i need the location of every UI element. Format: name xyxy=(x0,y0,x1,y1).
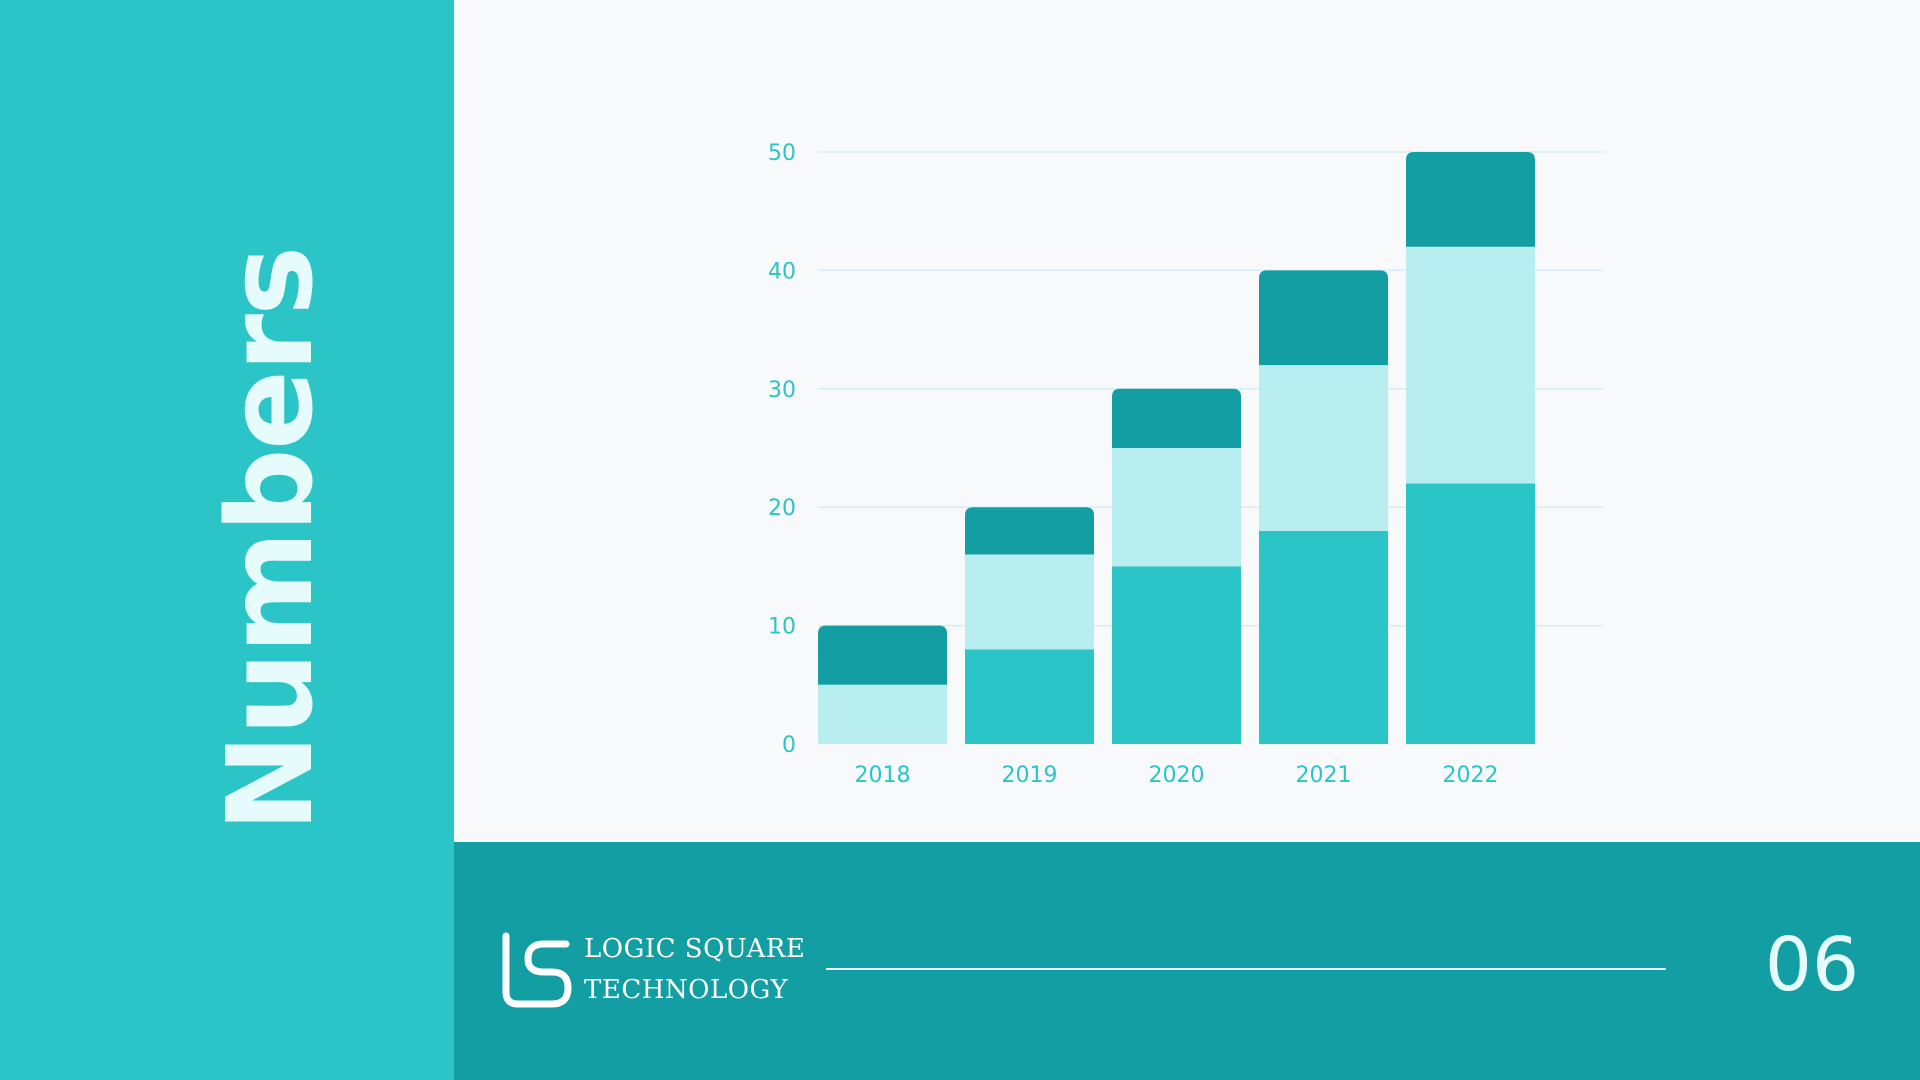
stacked-bar-chart: 0 10 20 30 40 50 2018 2019 2020 2021 2022 xyxy=(768,141,1604,788)
brand-name-line2: TECHNOLOGY xyxy=(584,975,789,1005)
x-tick-label: 2018 xyxy=(855,763,911,788)
chart-area: 0 10 20 30 40 50 2018 2019 2020 2021 2022 xyxy=(454,0,1920,842)
bar-2018-series-2 xyxy=(818,684,947,744)
bar-2020-series-1 xyxy=(1112,566,1241,744)
y-axis-ticks: 0 10 20 30 40 50 xyxy=(768,141,796,758)
bar-2021-series-3 xyxy=(1259,270,1388,366)
bar-2022-series-3 xyxy=(1406,152,1535,247)
page-number: 06 xyxy=(1764,922,1860,1008)
logo-icon xyxy=(502,932,572,1008)
y-tick-label: 10 xyxy=(768,615,796,640)
bar-2021-series-2 xyxy=(1259,365,1388,531)
bar-2021-series-1 xyxy=(1259,530,1388,744)
slide-title: Numbers xyxy=(201,247,339,833)
y-tick-label: 40 xyxy=(768,259,796,284)
footer-divider xyxy=(826,968,1666,970)
y-tick-label: 50 xyxy=(768,141,796,166)
brand-name-line1: LOGIC SQUARE xyxy=(584,934,806,964)
bar-2019-series-1 xyxy=(965,649,1094,744)
y-tick-label: 0 xyxy=(782,733,796,758)
bar-2020-series-2 xyxy=(1112,448,1241,567)
y-tick-label: 20 xyxy=(768,496,796,521)
y-tick-label: 30 xyxy=(768,378,796,403)
left-panel: Numbers xyxy=(0,0,454,1080)
x-axis-ticks: 2018 2019 2020 2021 2022 xyxy=(855,763,1499,788)
footer-bar: LOGIC SQUARE TECHNOLOGY 06 xyxy=(454,842,1920,1080)
x-tick-label: 2020 xyxy=(1149,763,1205,788)
bar-2022-series-1 xyxy=(1406,483,1535,744)
bar-2019-series-2 xyxy=(965,554,1094,650)
bars xyxy=(818,152,1535,744)
x-tick-label: 2022 xyxy=(1443,763,1499,788)
x-tick-label: 2019 xyxy=(1002,763,1058,788)
x-tick-label: 2021 xyxy=(1296,763,1352,788)
bar-2018-series-3 xyxy=(818,625,947,685)
bar-2022-series-2 xyxy=(1406,246,1535,484)
bar-2020-series-3 xyxy=(1112,388,1241,448)
bar-2019-series-3 xyxy=(965,507,1094,555)
